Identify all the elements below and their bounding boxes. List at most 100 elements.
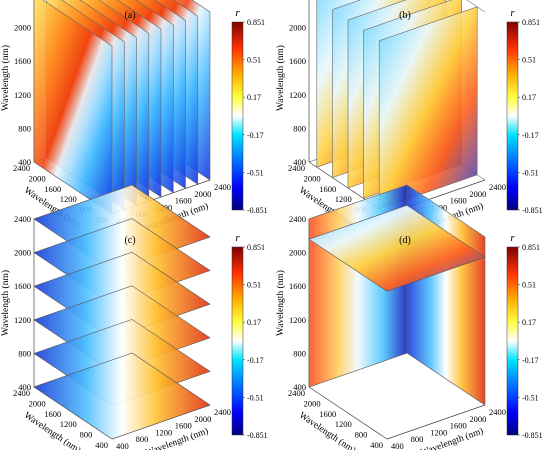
left-depth-tick-label: 1200	[60, 419, 77, 429]
colorbar-tick-label: 0.17	[247, 93, 261, 102]
vertical-tick-label: 2400	[289, 214, 306, 224]
left-depth-tick-label: 2000	[29, 398, 46, 408]
colorbar-tick-label: 0.51	[247, 56, 261, 65]
right-depth-tick-label: 2000	[469, 189, 486, 199]
vertical-axis-label: Wavelength (nm)	[275, 45, 286, 111]
colorbar-title: r	[235, 232, 240, 244]
colorbar-tick-label: -0.851	[247, 431, 268, 440]
colorbar-title: r	[510, 232, 515, 244]
colorbar	[231, 246, 244, 436]
colorbar-tick-label: 0.51	[522, 281, 536, 290]
left-depth-tick-label: 1600	[319, 409, 336, 419]
left-depth-tick-label: 1600	[44, 409, 61, 419]
vertical-tick-label: 1200	[14, 90, 31, 100]
left-depth-tick-label: 1600	[44, 184, 61, 194]
colorbar-tick-label: -0.851	[522, 206, 543, 215]
left-depth-tick-label: 1200	[335, 419, 352, 429]
panel-label: (b)	[399, 10, 411, 21]
left-depth-tick-label: 2400	[13, 388, 30, 398]
colorbar-tick-label: 0.17	[522, 318, 536, 327]
vertical-tick-label: 1200	[14, 315, 31, 325]
colorbar-tick-label: -0.17	[247, 131, 264, 140]
colorbar-tick-label: -0.17	[247, 356, 264, 365]
colorbar-tick-label: -0.51	[522, 168, 539, 177]
cube-edge	[466, 0, 486, 13]
vertical-tick-label: 800	[293, 348, 306, 358]
right-depth-tick-label: 1600	[450, 421, 467, 431]
vertical-tick-label: 400	[293, 382, 306, 392]
vertical-tick-label: 800	[18, 123, 31, 133]
right-depth-tick-label: 1600	[175, 196, 192, 206]
colorbar-tick-label: 0.851	[522, 243, 540, 252]
right-depth-tick-label: 1200	[155, 427, 172, 437]
right-depth-tick-label: 2000	[194, 414, 211, 424]
vertical-tick-label: 400	[18, 382, 31, 392]
colorbar-title: r	[235, 7, 240, 19]
right-depth-tick-label: 800	[136, 434, 149, 444]
vertical-tick-label: 400	[293, 157, 306, 167]
vertical-tick-label: 1200	[289, 315, 306, 325]
left-depth-tick-label: 800	[355, 430, 368, 440]
slice-plane	[33, 352, 211, 440]
vertical-tick-label: 1600	[289, 281, 306, 291]
colorbar-tick-label: -0.51	[247, 393, 264, 402]
slice-plane	[33, 0, 113, 215]
left-depth-tick-label: 1200	[60, 194, 77, 204]
right-depth-tick-label: 400	[116, 441, 129, 450]
left-depth-tick-label: 1200	[335, 194, 352, 204]
colorbar-tick-label: -0.51	[247, 168, 264, 177]
colorbar-tick-label: 0.851	[247, 243, 265, 252]
vertical-tick-label: 400	[18, 157, 31, 167]
colorbar	[231, 21, 244, 211]
left-depth-tick-label: 2400	[13, 163, 30, 173]
colorbar	[506, 21, 519, 211]
vertical-tick-label: 800	[18, 348, 31, 358]
right-depth-tick-label: 1600	[175, 421, 192, 431]
cube-edge	[386, 404, 486, 440]
vertical-axis-label: Wavelength (nm)	[0, 45, 11, 111]
slices	[33, 184, 211, 440]
vertical-tick-label: 2400	[14, 214, 31, 224]
panel-label: (c)	[124, 235, 135, 246]
colorbar-tick-label: 0.851	[247, 18, 265, 27]
vertical-tick-label: 2000	[289, 248, 306, 258]
vertical-tick-label: 2000	[289, 23, 306, 33]
vertical-tick-label: 1200	[289, 90, 306, 100]
colorbar-title: r	[510, 7, 515, 19]
slices	[308, 184, 486, 406]
vertical-tick-label: 2000	[14, 23, 31, 33]
vertical-tick-label: 1600	[289, 56, 306, 66]
colorbar-tick-label: -0.51	[522, 393, 539, 402]
cube-edge	[308, 386, 388, 440]
right-depth-tick-label: 2000	[194, 189, 211, 199]
right-depth-tick-label: 2400	[214, 182, 231, 192]
colorbar-tick-label: -0.851	[522, 431, 543, 440]
colorbar-tick-label: 0.851	[522, 18, 540, 27]
colorbar-tick-label: -0.17	[522, 131, 539, 140]
slice-plane	[378, 6, 478, 210]
vertical-tick-label: 1600	[14, 56, 31, 66]
right-depth-tick-label: 800	[411, 434, 424, 444]
vertical-tick-label: 2000	[14, 248, 31, 258]
panel-label: (d)	[399, 235, 411, 246]
right-depth-tick-label: 2400	[489, 182, 506, 192]
right-depth-tick-label: 2400	[489, 407, 506, 417]
left-depth-tick-label: 1600	[319, 184, 336, 194]
colorbar-tick-label: 0.51	[247, 281, 261, 290]
colorbar-tick-label: 0.17	[247, 318, 261, 327]
vertical-tick-label: 1600	[14, 281, 31, 291]
colorbar-tick-label: -0.17	[522, 356, 539, 365]
left-depth-tick-label: 800	[80, 430, 93, 440]
right-depth-tick-label: 400	[391, 441, 404, 450]
left-depth-tick-label: 2400	[288, 388, 305, 398]
slices	[316, 0, 478, 210]
vertical-axis-label: Wavelength (nm)	[0, 270, 11, 336]
left-depth-tick-label: 400	[95, 440, 108, 450]
right-depth-tick-label: 1600	[450, 196, 467, 206]
colorbar-tick-label: 0.17	[522, 93, 536, 102]
vertical-axis-label: Wavelength (nm)	[275, 270, 286, 336]
colorbar-tick-label: -0.851	[247, 206, 268, 215]
colorbar-tick-label: 0.51	[522, 56, 536, 65]
